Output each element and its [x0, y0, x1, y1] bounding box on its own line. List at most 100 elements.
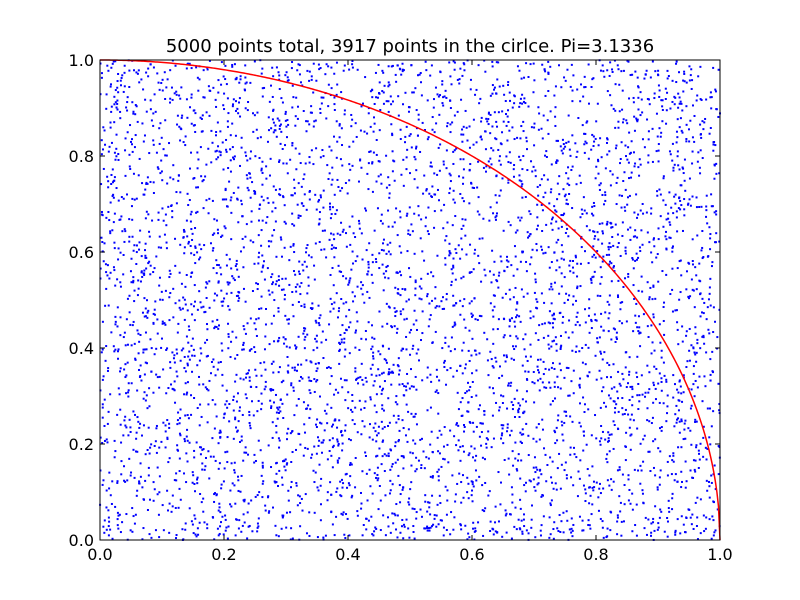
scatter-point — [302, 204, 305, 207]
scatter-point — [399, 313, 402, 316]
scatter-point — [594, 235, 597, 238]
scatter-point — [681, 166, 684, 169]
scatter-point — [329, 310, 332, 313]
scatter-point — [399, 531, 402, 534]
scatter-point — [279, 236, 282, 239]
scatter-point — [555, 210, 558, 213]
scatter-point — [103, 129, 106, 132]
scatter-point — [376, 466, 379, 469]
scatter-point — [524, 490, 527, 493]
scatter-point — [338, 350, 341, 353]
scatter-point — [502, 120, 505, 123]
scatter-point — [199, 347, 202, 350]
scatter-point — [140, 434, 143, 437]
scatter-point — [122, 336, 125, 339]
scatter-point — [234, 100, 237, 103]
scatter-point — [622, 118, 625, 121]
scatter-point — [559, 145, 562, 148]
scatter-point — [693, 351, 696, 354]
scatter-point — [215, 219, 218, 222]
scatter-point — [172, 164, 175, 167]
scatter-point — [331, 523, 334, 526]
scatter-point — [627, 413, 630, 416]
scatter-point — [646, 325, 649, 328]
scatter-point — [480, 431, 483, 434]
scatter-point — [540, 203, 543, 206]
scatter-point — [449, 429, 452, 432]
scatter-point — [662, 199, 665, 202]
scatter-point — [628, 373, 631, 376]
scatter-point — [382, 289, 385, 292]
scatter-point — [137, 69, 140, 72]
scatter-point — [674, 193, 677, 196]
scatter-point — [326, 499, 329, 502]
scatter-point — [132, 320, 135, 323]
scatter-point — [382, 514, 385, 517]
scatter-point — [154, 110, 157, 113]
scatter-point — [591, 78, 594, 81]
scatter-point — [385, 302, 388, 305]
scatter-point — [661, 270, 664, 273]
scatter-point — [709, 304, 712, 307]
scatter-point — [348, 352, 351, 355]
scatter-point — [176, 352, 179, 355]
scatter-point — [274, 207, 277, 210]
scatter-point — [475, 454, 478, 457]
scatter-point — [243, 498, 246, 501]
scatter-point — [169, 69, 172, 72]
scatter-point — [656, 190, 659, 193]
scatter-point — [158, 88, 161, 91]
scatter-point — [217, 91, 220, 94]
scatter-point — [440, 300, 443, 303]
scatter-point — [695, 420, 698, 423]
scatter-point — [454, 215, 457, 218]
scatter-point — [631, 404, 634, 407]
scatter-point — [217, 280, 220, 283]
scatter-point — [360, 337, 363, 340]
scatter-point — [619, 308, 622, 311]
scatter-point — [709, 91, 712, 94]
scatter-point — [365, 338, 368, 341]
scatter-point — [682, 374, 685, 377]
scatter-point — [660, 389, 663, 392]
scatter-point — [526, 148, 528, 151]
scatter-point — [402, 308, 405, 311]
scatter-point — [574, 350, 577, 353]
scatter-point — [455, 147, 458, 150]
scatter-point — [177, 179, 180, 182]
scatter-point — [623, 503, 626, 506]
scatter-point — [150, 119, 153, 122]
scatter-point — [649, 286, 652, 289]
scatter-point — [669, 223, 672, 226]
scatter-point — [446, 221, 449, 224]
scatter-point — [709, 407, 711, 410]
scatter-point — [412, 439, 415, 442]
scatter-point — [221, 373, 224, 376]
scatter-point — [277, 535, 280, 538]
scatter-point — [226, 436, 229, 439]
scatter-point — [393, 179, 396, 182]
scatter-point — [352, 262, 355, 265]
scatter-point — [643, 146, 646, 149]
scatter-point — [276, 117, 279, 120]
scatter-point — [461, 474, 464, 477]
scatter-point — [579, 216, 582, 219]
scatter-point — [132, 279, 135, 282]
scatter-point — [282, 288, 285, 291]
scatter-point — [161, 207, 164, 210]
scatter-point — [331, 437, 334, 440]
scatter-point — [557, 386, 560, 389]
scatter-point — [695, 524, 698, 527]
scatter-point — [364, 76, 367, 79]
scatter-point — [549, 504, 552, 507]
scatter-point — [139, 333, 142, 336]
scatter-point — [443, 359, 446, 362]
scatter-point — [349, 277, 352, 280]
scatter-point — [297, 398, 300, 401]
scatter-point — [621, 221, 624, 224]
scatter-point — [493, 260, 496, 263]
scatter-point — [533, 401, 536, 404]
scatter-point — [313, 278, 316, 281]
scatter-point — [601, 193, 604, 196]
scatter-point — [664, 87, 667, 90]
